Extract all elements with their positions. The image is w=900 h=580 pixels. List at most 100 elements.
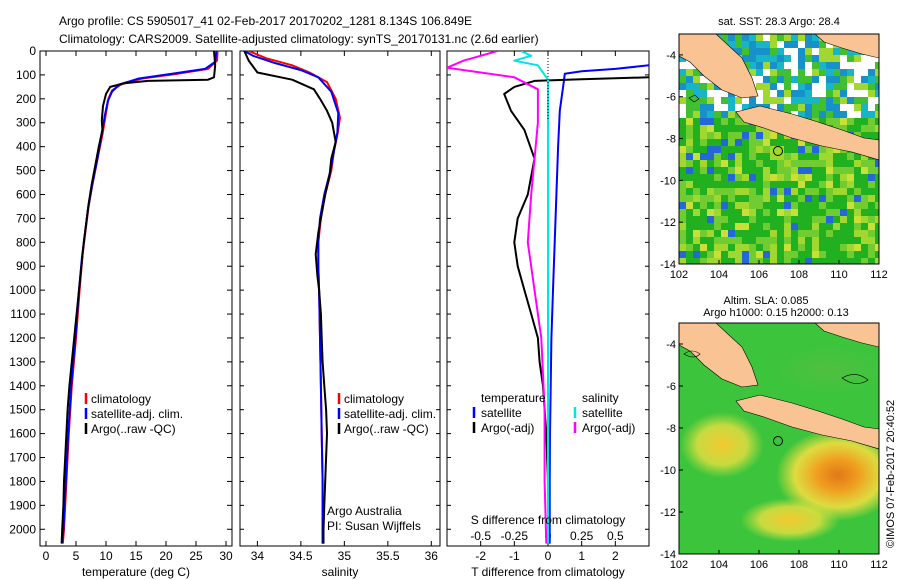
sst-cell bbox=[721, 230, 728, 237]
sst-cell bbox=[735, 195, 742, 202]
sst-cell bbox=[784, 202, 791, 209]
sst-cell bbox=[721, 160, 728, 167]
sst-cell bbox=[826, 104, 833, 111]
sst-cell bbox=[826, 76, 833, 83]
sst-cell bbox=[721, 153, 728, 160]
sst-cell bbox=[798, 34, 805, 41]
sst-cell bbox=[847, 188, 854, 195]
sst-cell bbox=[854, 181, 861, 188]
sst-cell bbox=[763, 174, 770, 181]
sst-cell bbox=[819, 118, 826, 125]
sst-cell bbox=[791, 90, 798, 97]
series-line-argo-raw-qc- bbox=[60, 51, 217, 544]
sst-cell bbox=[749, 153, 756, 160]
y-tick-label: 1000 bbox=[9, 283, 36, 297]
sst-cell bbox=[805, 83, 812, 90]
sst-cell bbox=[735, 244, 742, 251]
sst-cell bbox=[854, 202, 861, 209]
sst-cell bbox=[798, 83, 805, 90]
sst-cell bbox=[728, 181, 735, 188]
sst-cell bbox=[749, 160, 756, 167]
sst-cell bbox=[798, 195, 805, 202]
sst-cell bbox=[805, 244, 812, 251]
sst-cell bbox=[777, 230, 784, 237]
sst-cell bbox=[819, 195, 826, 202]
argo-float-marker bbox=[773, 436, 783, 446]
legend-label-s-argo: Argo(-adj) bbox=[582, 421, 635, 435]
sst-cell bbox=[861, 202, 868, 209]
sst-cell bbox=[784, 76, 791, 83]
sst-cell bbox=[847, 181, 854, 188]
sst-cell bbox=[763, 230, 770, 237]
sst-cell bbox=[700, 216, 707, 223]
sst-cell bbox=[693, 237, 700, 244]
sst-cell bbox=[847, 69, 854, 76]
sst-cell bbox=[777, 195, 784, 202]
sst-cell bbox=[826, 209, 833, 216]
sst-cell bbox=[798, 139, 805, 146]
sst-cell bbox=[805, 258, 812, 264]
sst-cell bbox=[735, 146, 742, 153]
sst-cell bbox=[700, 90, 707, 97]
sst-cell bbox=[805, 251, 812, 258]
sst-cell bbox=[854, 83, 861, 90]
sst-cell bbox=[805, 167, 812, 174]
sst-cell bbox=[742, 125, 749, 132]
sst-cell bbox=[819, 160, 826, 167]
sst-cell bbox=[847, 202, 854, 209]
sst-cell bbox=[861, 237, 868, 244]
map-x-tick-label: 106 bbox=[750, 269, 768, 281]
sst-cell bbox=[686, 202, 693, 209]
sst-cell bbox=[868, 251, 875, 258]
sst-cell bbox=[791, 202, 798, 209]
sst-cell bbox=[812, 41, 819, 48]
sst-cell bbox=[770, 216, 777, 223]
sst-cell bbox=[735, 188, 742, 195]
sst-cell bbox=[826, 230, 833, 237]
sst-cell bbox=[875, 202, 879, 209]
sst-cell bbox=[791, 181, 798, 188]
sst-cell bbox=[798, 251, 805, 258]
sst-cell bbox=[756, 41, 763, 48]
sst-cell bbox=[707, 230, 714, 237]
sst-cell bbox=[812, 258, 819, 264]
sst-cell bbox=[714, 223, 721, 230]
sst-cell bbox=[777, 55, 784, 62]
sst-cell bbox=[833, 251, 840, 258]
legend-label-satellite: satellite-adj. clim. bbox=[91, 407, 183, 421]
y-tick-label: 500 bbox=[16, 164, 36, 178]
sst-cell bbox=[679, 132, 686, 139]
map-y-tick-label: -6 bbox=[666, 92, 676, 104]
sst-cell bbox=[791, 153, 798, 160]
x-tick-label: -2 bbox=[475, 549, 486, 563]
salinity-xlabel: salinity bbox=[322, 565, 359, 579]
sst-cell bbox=[777, 188, 784, 195]
sst-cell bbox=[777, 76, 784, 83]
sst-cell bbox=[735, 139, 742, 146]
sst-cell bbox=[812, 34, 819, 41]
sst-cell bbox=[686, 146, 693, 153]
sst-cell bbox=[700, 125, 707, 132]
sst-cell bbox=[798, 202, 805, 209]
sst-cell bbox=[875, 258, 879, 264]
sst-cell bbox=[812, 223, 819, 230]
sst-cell bbox=[749, 132, 756, 139]
sst-cell bbox=[784, 90, 791, 97]
sst-cell bbox=[826, 237, 833, 244]
sst-cell bbox=[805, 174, 812, 181]
y-tick-label: 100 bbox=[16, 68, 36, 82]
sst-cell bbox=[847, 48, 854, 55]
sst-cell bbox=[686, 258, 693, 264]
sst-cell bbox=[700, 258, 707, 264]
salinity-panel: 34 34.5 35 35.5 36 salinity climatology sate… bbox=[239, 50, 441, 579]
sst-cell bbox=[721, 223, 728, 230]
sst-cell bbox=[798, 90, 805, 97]
sst-cell bbox=[840, 90, 847, 97]
sst-cell bbox=[693, 251, 700, 258]
sst-cell bbox=[742, 104, 749, 111]
sst-cell bbox=[763, 237, 770, 244]
sst-cell bbox=[826, 62, 833, 69]
sst-cell bbox=[805, 34, 812, 41]
sst-cell bbox=[791, 97, 798, 104]
sst-cell bbox=[770, 69, 777, 76]
